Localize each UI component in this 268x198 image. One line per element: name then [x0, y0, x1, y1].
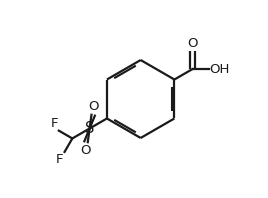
Text: O: O	[187, 37, 198, 50]
Text: F: F	[56, 153, 64, 166]
Text: F: F	[50, 117, 58, 130]
Text: O: O	[81, 144, 91, 157]
Text: OH: OH	[209, 63, 230, 76]
Text: O: O	[88, 100, 99, 113]
Text: S: S	[85, 121, 94, 136]
